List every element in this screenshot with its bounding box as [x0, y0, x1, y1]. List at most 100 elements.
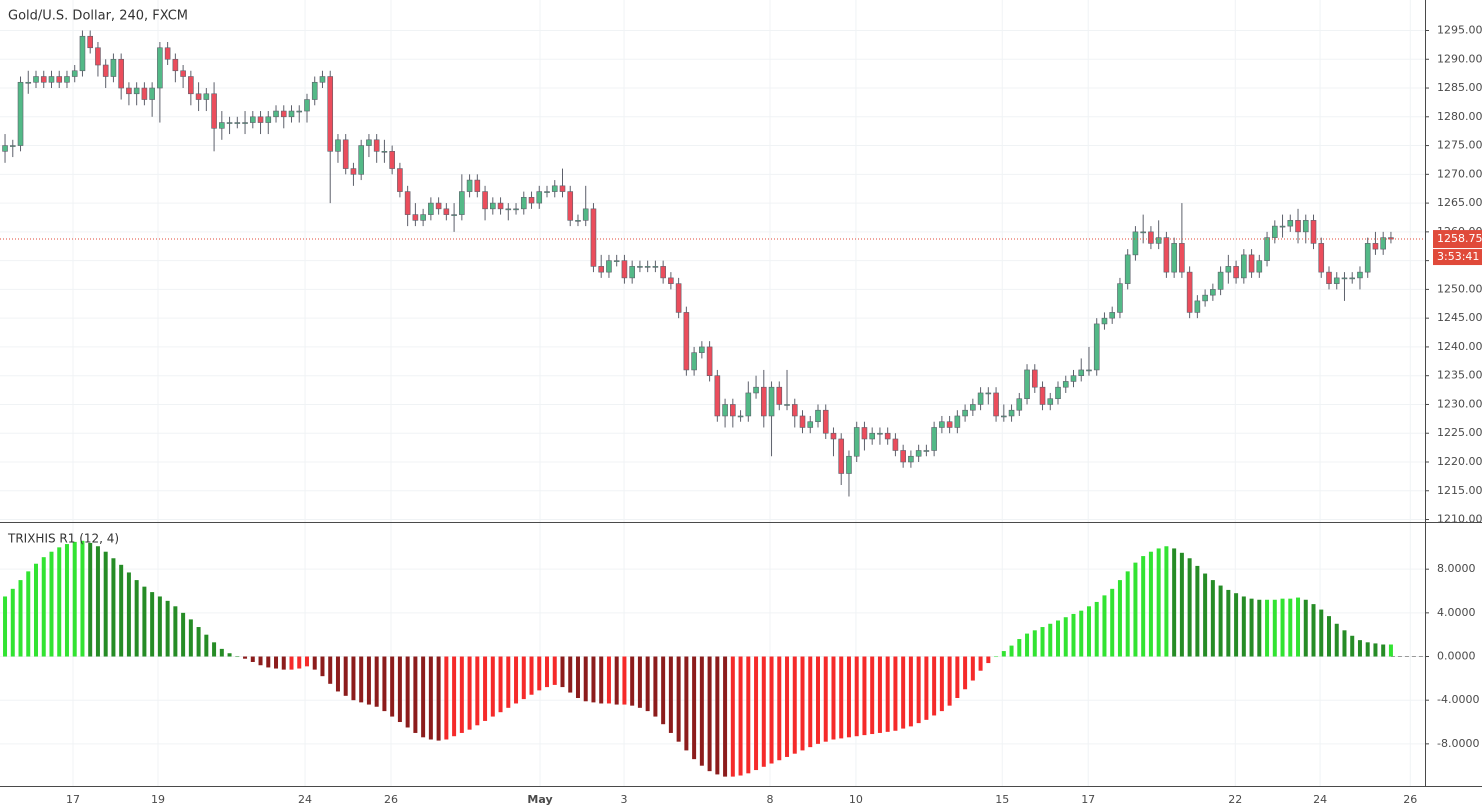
- histogram-bar: [614, 656, 619, 705]
- candle-body: [884, 432, 891, 440]
- candle-body: [420, 214, 426, 221]
- histogram-bar: [483, 656, 488, 721]
- histogram-bar: [188, 619, 193, 657]
- x-tick-label: 24: [298, 793, 312, 806]
- histogram-bar: [870, 656, 875, 735]
- histogram-bar: [707, 656, 712, 772]
- histogram-bar: [1373, 643, 1378, 657]
- histogram-bar: [18, 580, 23, 657]
- histogram-bar: [637, 656, 642, 708]
- candle-body: [877, 432, 883, 435]
- histogram-bar: [498, 656, 503, 713]
- candle-body: [1070, 375, 1077, 382]
- candle-body: [776, 386, 783, 405]
- candle-body: [559, 185, 566, 192]
- histogram-bar: [978, 656, 983, 671]
- histogram-bar: [560, 656, 565, 688]
- candle-body: [1171, 243, 1177, 273]
- candle-body: [102, 64, 109, 77]
- histogram-bar: [320, 656, 325, 677]
- y-tick-label: 1230.00: [1437, 397, 1482, 410]
- histogram-bar: [1094, 601, 1099, 657]
- candle-body: [691, 352, 697, 371]
- histogram-bar: [444, 656, 449, 740]
- histogram-bar: [328, 656, 333, 684]
- histogram-bar: [777, 656, 782, 761]
- candle-body: [273, 110, 279, 118]
- candle-body: [2, 145, 8, 152]
- histogram-bar: [26, 571, 31, 657]
- candle-body: [1349, 277, 1356, 280]
- histogram-bar: [1234, 593, 1239, 657]
- histogram-bar: [351, 656, 356, 701]
- histogram-bar: [1048, 623, 1053, 657]
- histogram-bar: [854, 656, 859, 737]
- candle-body: [575, 220, 581, 222]
- histogram-bar: [529, 656, 534, 695]
- candle-body: [931, 427, 937, 451]
- candle-body: [219, 122, 225, 129]
- histogram-bar: [421, 656, 426, 738]
- candle-body: [505, 208, 512, 211]
- x-tick-label: 10: [849, 793, 863, 806]
- candle-body: [311, 81, 318, 100]
- candle-body: [33, 76, 39, 83]
- histogram-bar: [537, 656, 542, 691]
- candle-body: [807, 421, 814, 428]
- histogram-bar: [1156, 548, 1161, 657]
- candle-body: [157, 47, 163, 89]
- y-tick-label: 8.0000: [1437, 562, 1476, 575]
- candle-body: [1295, 220, 1301, 233]
- histogram-bar: [885, 656, 890, 732]
- histogram-bar: [1086, 606, 1091, 657]
- x-tick-label: 26: [384, 793, 398, 806]
- last-price-label: 1258.75: [1437, 232, 1482, 245]
- candle-body: [482, 191, 488, 210]
- y-tick-label: 1225.00: [1437, 426, 1482, 439]
- candle-body: [110, 58, 117, 77]
- candle-body: [149, 87, 155, 100]
- histogram-bar: [335, 656, 340, 692]
- histogram-bar: [668, 656, 673, 733]
- histogram-bar: [111, 558, 116, 657]
- histogram-bar: [366, 656, 371, 705]
- histogram-bar: [467, 656, 472, 730]
- histogram-bar: [3, 596, 8, 657]
- histogram-bar: [1218, 585, 1223, 657]
- candle-body: [977, 392, 984, 405]
- candle-body: [668, 277, 674, 284]
- histogram-bar: [986, 656, 991, 664]
- candle-body: [79, 35, 86, 72]
- histogram-bar: [994, 656, 999, 658]
- histogram-bar: [452, 656, 457, 737]
- candle-body: [838, 438, 845, 474]
- histogram-bar: [1032, 630, 1037, 657]
- histogram-bar: [359, 656, 364, 703]
- histogram-bar: [1203, 573, 1208, 657]
- histogram-bar: [1249, 598, 1254, 657]
- candle-body: [319, 76, 326, 83]
- candle-body: [946, 421, 953, 428]
- histogram-bar: [134, 580, 139, 657]
- candle-body: [520, 197, 527, 210]
- candle-body: [908, 455, 914, 463]
- histogram-bar: [297, 656, 302, 669]
- candle-body: [637, 266, 643, 268]
- histogram-bar: [916, 656, 921, 724]
- histogram-bar: [204, 634, 209, 657]
- x-tick-label: 15: [995, 793, 1009, 806]
- y-tick-label: 1210.00: [1437, 513, 1482, 526]
- histogram-bar: [815, 656, 820, 744]
- histogram-bar: [761, 656, 766, 767]
- histogram-bar: [196, 627, 201, 657]
- histogram-bar: [34, 563, 39, 657]
- histogram-bar: [1063, 617, 1068, 657]
- candle-body: [830, 432, 837, 440]
- candle-body: [1380, 237, 1386, 250]
- x-tick-label: 8: [766, 793, 773, 806]
- histogram-bar: [1334, 623, 1339, 657]
- histogram-bar: [1357, 640, 1362, 657]
- candle-body: [822, 409, 829, 434]
- histogram-bar: [893, 656, 898, 731]
